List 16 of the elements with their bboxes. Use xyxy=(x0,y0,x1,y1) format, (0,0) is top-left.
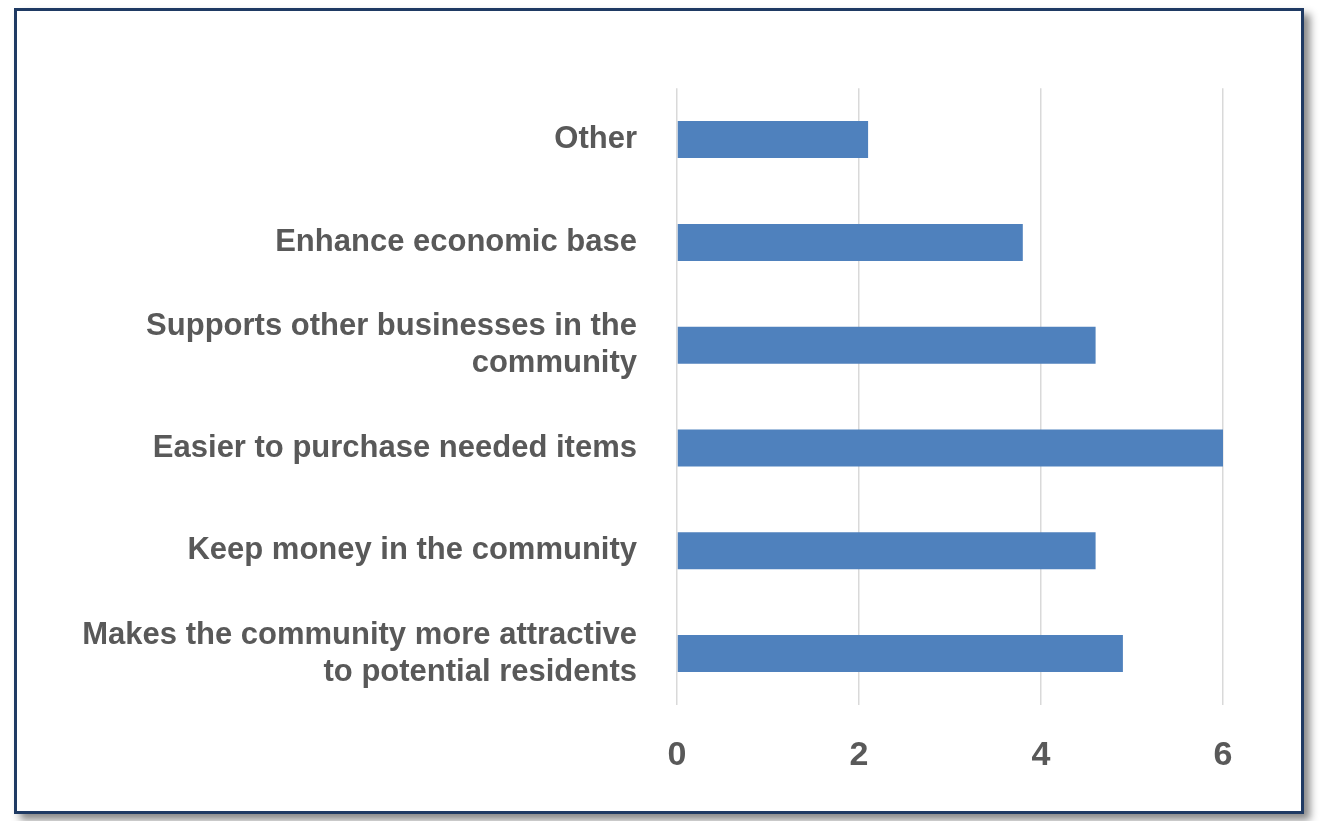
x-tick-label: 4 xyxy=(1031,733,1051,772)
x-tick-label: 0 xyxy=(667,733,687,772)
bar xyxy=(677,429,1223,467)
x-tick-label: 2 xyxy=(849,733,869,772)
bar xyxy=(677,532,1096,570)
y-tick-label: Keep money in the community xyxy=(187,531,638,567)
bar xyxy=(677,121,869,159)
y-tick-label: Makes the community more attractive to potential residents xyxy=(82,615,637,688)
y-tick-label: Other xyxy=(554,120,637,156)
x-tick-label: 6 xyxy=(1213,733,1233,772)
bar xyxy=(677,223,1023,261)
y-tick-label: Easier to purchase needed items xyxy=(152,428,637,464)
bar xyxy=(677,635,1123,673)
y-tick-label: Enhance economic base xyxy=(275,222,637,258)
bar xyxy=(677,326,1096,364)
y-tick-label: Supports other businesses in the community xyxy=(146,307,638,380)
